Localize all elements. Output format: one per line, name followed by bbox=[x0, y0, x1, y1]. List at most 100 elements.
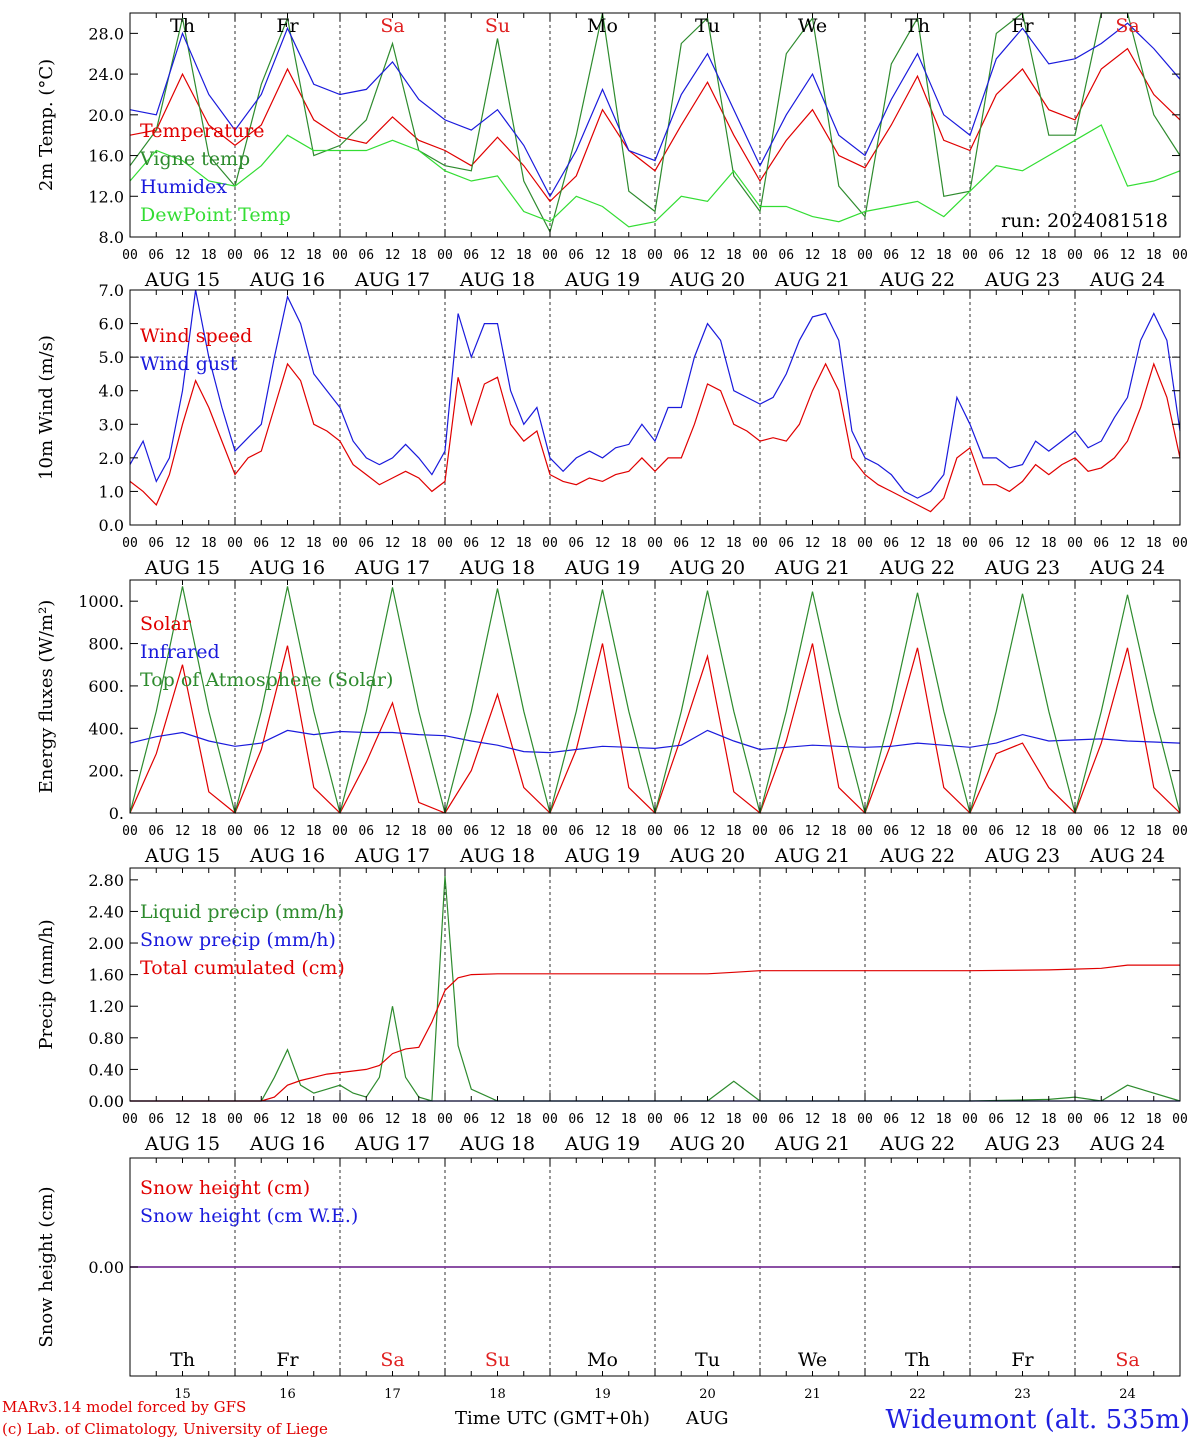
hour-tick-label: 06 bbox=[673, 536, 689, 551]
hour-tick-label: 00 bbox=[437, 536, 453, 551]
hour-tick-label: 06 bbox=[883, 536, 899, 551]
legend-entry: Wind gust bbox=[140, 353, 238, 375]
hour-tick-label: 00 bbox=[227, 1112, 243, 1127]
date-label: AUG 16 bbox=[249, 845, 325, 867]
y-tick-label: 0.40 bbox=[88, 1060, 124, 1079]
hour-tick-label: 12 bbox=[910, 536, 926, 551]
station-label: Wideumont (alt. 535m) bbox=[886, 1405, 1190, 1435]
day-number-label: 20 bbox=[699, 1387, 716, 1402]
date-label: AUG 15 bbox=[144, 557, 220, 579]
day-number-label: 17 bbox=[384, 1387, 401, 1402]
date-label: AUG 23 bbox=[984, 1133, 1060, 1155]
hour-tick-label: 18 bbox=[1041, 824, 1057, 839]
hour-tick-label: 18 bbox=[1146, 536, 1162, 551]
hour-tick-label: 18 bbox=[516, 1112, 532, 1127]
weekday-label-bottom: Fr bbox=[1011, 1349, 1034, 1371]
hour-tick-label: 18 bbox=[516, 536, 532, 551]
hour-tick-label: 06 bbox=[463, 824, 479, 839]
day-number-label: 15 bbox=[174, 1387, 191, 1402]
hour-tick-label: 12 bbox=[1015, 1112, 1031, 1127]
hour-tick-label: 12 bbox=[490, 536, 506, 551]
hour-tick-label: 06 bbox=[1093, 824, 1109, 839]
hour-tick-label: 00 bbox=[1172, 1112, 1188, 1127]
y-tick-label: 0.00 bbox=[88, 1258, 124, 1277]
hour-tick-label: 00 bbox=[752, 1112, 768, 1127]
hour-tick-label: 18 bbox=[831, 824, 847, 839]
date-label: AUG 21 bbox=[774, 1133, 850, 1155]
y-axis-title: Snow height (cm) bbox=[36, 1186, 57, 1347]
hour-tick-label: 18 bbox=[411, 824, 427, 839]
hour-tick-label: 12 bbox=[385, 248, 401, 263]
series-line bbox=[129, 729, 1181, 754]
hour-tick-label: 12 bbox=[1120, 536, 1136, 551]
y-tick-label: 1.0 bbox=[99, 482, 124, 501]
hour-tick-label: 06 bbox=[778, 1112, 794, 1127]
legend-entry: Top of Atmosphere (Solar) bbox=[140, 669, 393, 691]
legend-entry: Humidex bbox=[140, 176, 227, 198]
hour-tick-label: 12 bbox=[175, 1112, 191, 1127]
hour-tick-label: 06 bbox=[358, 1112, 374, 1127]
hour-tick-label: 06 bbox=[883, 824, 899, 839]
frame-layer bbox=[129, 12, 1181, 1377]
hour-tick-label: 12 bbox=[805, 1112, 821, 1127]
hour-tick-label: 18 bbox=[621, 536, 637, 551]
date-label: AUG 21 bbox=[774, 269, 850, 291]
weekday-label-bottom: Sa bbox=[1115, 1349, 1139, 1371]
date-label: AUG 20 bbox=[669, 557, 745, 579]
y-tick-label: 200. bbox=[88, 762, 124, 781]
hour-tick-label: 06 bbox=[253, 824, 269, 839]
x-axis-month: AUG bbox=[685, 1408, 729, 1429]
hour-tick-label: 12 bbox=[280, 824, 296, 839]
weekday-label: Sa bbox=[380, 15, 404, 37]
hour-tick-label: 00 bbox=[962, 536, 978, 551]
legend-entry: DewPoint Temp bbox=[140, 204, 291, 226]
hour-tick-label: 00 bbox=[332, 824, 348, 839]
day-number-label: 19 bbox=[594, 1387, 611, 1402]
legend-entry: Snow height (cm W.E.) bbox=[140, 1205, 358, 1227]
hour-tick-label: 18 bbox=[621, 824, 637, 839]
hour-tick-label: 12 bbox=[385, 1112, 401, 1127]
hour-tick-label: 00 bbox=[122, 824, 138, 839]
hour-tick-label: 06 bbox=[253, 536, 269, 551]
legend-entry: Liquid precip (mm/h) bbox=[140, 901, 344, 923]
weekday-label: Fr bbox=[276, 15, 299, 37]
series-line bbox=[129, 22, 1181, 198]
series-line bbox=[129, 362, 1181, 513]
weekday-label-bottom: Su bbox=[485, 1349, 510, 1371]
date-label: AUG 16 bbox=[249, 1133, 325, 1155]
weekday-label: Fr bbox=[1011, 15, 1034, 37]
hour-tick-label: 06 bbox=[1093, 248, 1109, 263]
day-number-label: 23 bbox=[1014, 1387, 1031, 1402]
date-label: AUG 18 bbox=[459, 1133, 535, 1155]
date-label: AUG 24 bbox=[1089, 845, 1165, 867]
hour-tick-label: 00 bbox=[1067, 536, 1083, 551]
day-number-label: 24 bbox=[1119, 1387, 1136, 1402]
hour-tick-label: 00 bbox=[542, 248, 558, 263]
hour-tick-label: 00 bbox=[752, 536, 768, 551]
hour-tick-label: 00 bbox=[1067, 248, 1083, 263]
hour-tick-label: 06 bbox=[778, 824, 794, 839]
hour-tick-label: 06 bbox=[883, 248, 899, 263]
hour-tick-label: 12 bbox=[805, 824, 821, 839]
hour-tick-label: 18 bbox=[516, 248, 532, 263]
hour-tick-label: 12 bbox=[280, 1112, 296, 1127]
hour-tick-label: 06 bbox=[673, 824, 689, 839]
hour-tick-label: 12 bbox=[1015, 824, 1031, 839]
legend-entry: Snow height (cm) bbox=[140, 1177, 310, 1199]
weekday-label: Su bbox=[485, 15, 510, 37]
hour-tick-label: 00 bbox=[962, 1112, 978, 1127]
hour-tick-label: 18 bbox=[306, 248, 322, 263]
hour-tick-label: 12 bbox=[490, 248, 506, 263]
hour-tick-label: 12 bbox=[910, 824, 926, 839]
legend-entry: Vigne temp bbox=[139, 148, 250, 170]
weekday-label: Sa bbox=[1115, 15, 1139, 37]
hour-tick-label: 06 bbox=[988, 1112, 1004, 1127]
hour-tick-label: 12 bbox=[385, 824, 401, 839]
hour-tick-label: 12 bbox=[700, 1112, 716, 1127]
hour-tick-label: 06 bbox=[463, 248, 479, 263]
hour-tick-label: 06 bbox=[568, 824, 584, 839]
legend-entry: Snow precip (mm/h) bbox=[140, 929, 336, 951]
weekday-label-bottom: Th bbox=[170, 1349, 195, 1371]
y-axis-title: 2m Temp. (°C) bbox=[36, 59, 57, 191]
weekday-label: Th bbox=[170, 15, 195, 37]
